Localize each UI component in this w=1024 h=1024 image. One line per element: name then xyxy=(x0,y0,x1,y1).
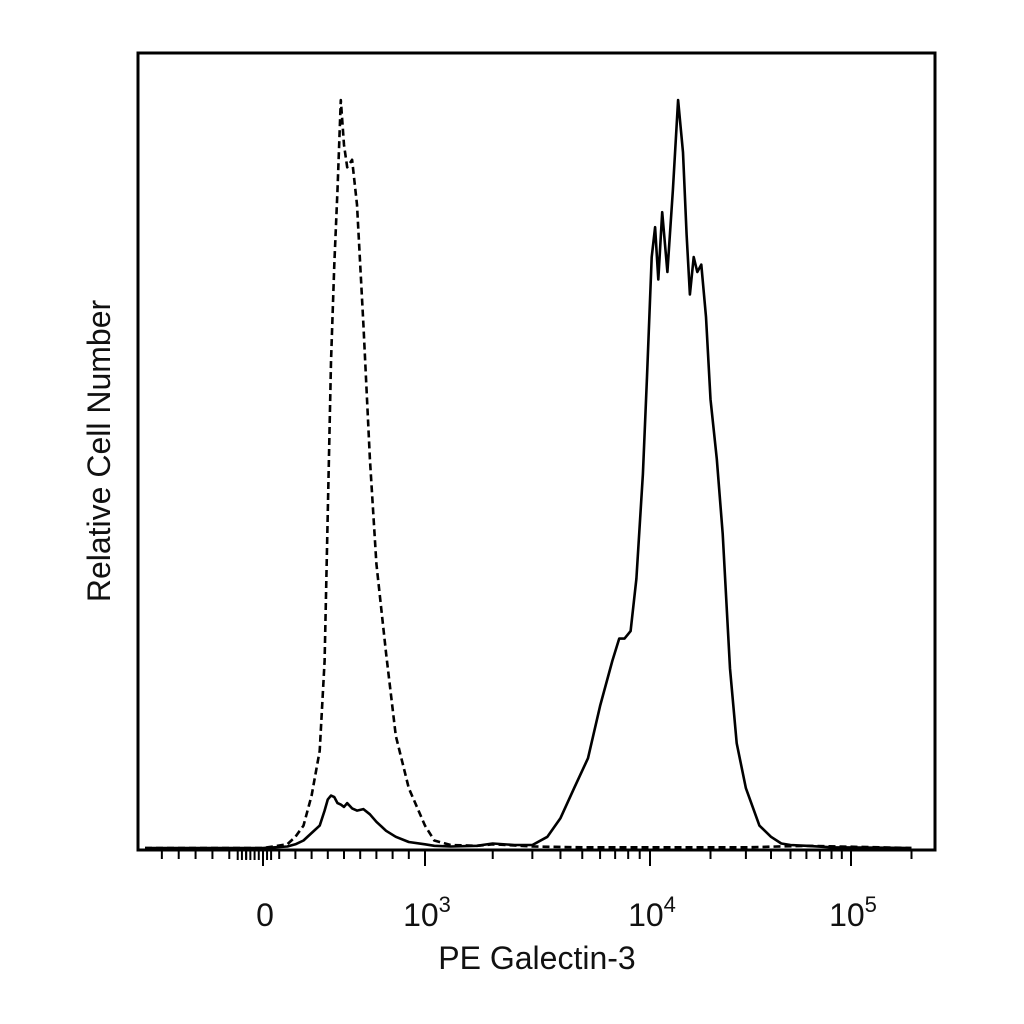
x-axis-label: PE Galectin-3 xyxy=(438,940,635,976)
x-tick-labels: 0 103 104 105 xyxy=(256,892,877,933)
x-tick-label: 104 xyxy=(628,892,676,933)
x-axis-ticks xyxy=(160,850,913,866)
series-layer xyxy=(145,98,912,850)
x-tick-label: 0 xyxy=(256,897,274,933)
plot-frame xyxy=(136,51,937,852)
x-tick-label: 103 xyxy=(403,892,451,933)
x-tick-label: 105 xyxy=(829,892,877,933)
series-line-solid xyxy=(145,98,912,850)
y-axis-label: Relative Cell Number xyxy=(81,299,117,602)
series-line-dashed xyxy=(145,98,912,850)
